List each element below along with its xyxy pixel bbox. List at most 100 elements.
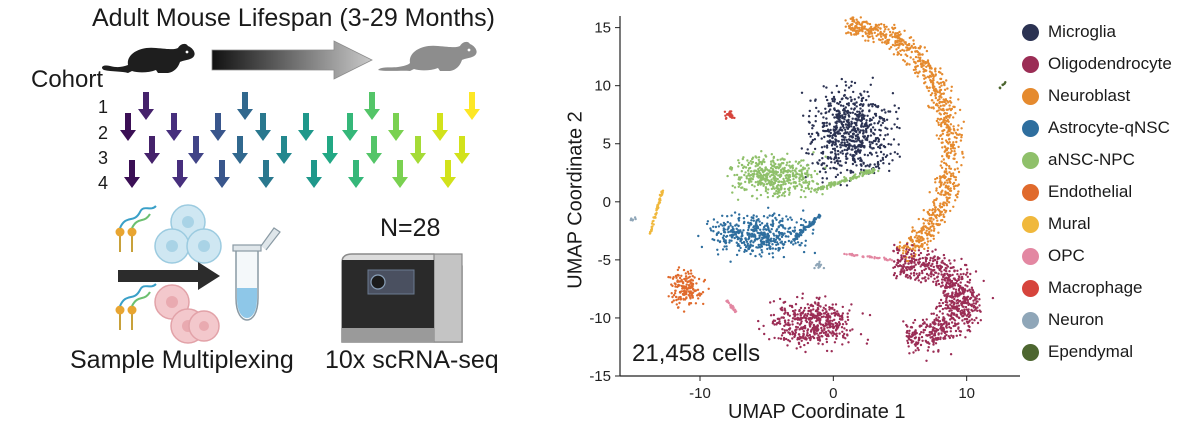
cell-point: [853, 160, 857, 164]
cell-point: [926, 240, 930, 243]
cell-point: [953, 269, 956, 272]
cell-point: [758, 182, 762, 185]
cell-point: [823, 145, 826, 148]
cell-point: [892, 138, 896, 141]
cell-point: [734, 224, 737, 227]
cell-point: [925, 49, 929, 53]
cell-point: [953, 150, 956, 153]
cell-point: [688, 302, 691, 305]
cell-point: [840, 98, 843, 101]
cell-point: [782, 183, 785, 186]
cell-point: [728, 239, 731, 242]
cell-point: [933, 227, 936, 230]
cell-point: [906, 54, 909, 58]
cell-point: [851, 171, 855, 174]
cell-point: [812, 151, 815, 154]
cell-point: [911, 244, 914, 247]
cell-point: [801, 224, 805, 227]
cell-point: [859, 119, 863, 123]
cell-point: [740, 232, 744, 235]
cell-point: [899, 40, 903, 43]
cell-point: [922, 209, 925, 212]
cell-point: [846, 315, 849, 319]
cell-point: [848, 115, 851, 118]
cell-point: [927, 253, 930, 256]
cohort-sample-arrow: [276, 136, 292, 164]
cell-point: [969, 272, 972, 276]
cell-point: [778, 317, 781, 321]
cell-point: [869, 134, 873, 137]
cell-point: [886, 127, 889, 130]
cell-point: [807, 167, 810, 170]
cell-point: [949, 108, 953, 112]
cell-point: [975, 294, 979, 298]
cell-point: [830, 181, 833, 184]
cell-point: [789, 182, 793, 185]
cell-point: [892, 250, 895, 253]
cell-point: [756, 246, 760, 249]
cell-point: [942, 118, 945, 122]
cell-point: [784, 182, 787, 185]
cell-point: [860, 159, 863, 163]
cell-point: [803, 167, 807, 170]
cell-point: [783, 312, 786, 315]
cell-point: [825, 323, 828, 326]
cell-point: [901, 252, 905, 255]
cell-point: [783, 329, 786, 332]
cell-point: [938, 267, 941, 271]
cell-point: [940, 261, 943, 264]
cell-point: [747, 237, 751, 240]
cell-point: [922, 217, 925, 221]
cell-point: [914, 66, 917, 69]
cell-point: [759, 193, 763, 197]
cell-point: [926, 349, 930, 352]
cell-point: [793, 335, 796, 339]
cell-point: [857, 21, 861, 24]
cell-point: [912, 254, 916, 258]
cell-point: [753, 233, 756, 236]
cohort-sample-arrow: [366, 136, 382, 164]
cell-point: [892, 273, 896, 277]
cell-point: [945, 112, 949, 115]
cell-point: [920, 232, 923, 235]
cell-point: [941, 319, 945, 322]
cell-point: [820, 329, 824, 332]
cell-point: [868, 151, 872, 155]
cell-point: [937, 349, 940, 352]
cell-point: [790, 165, 793, 168]
cell-point: [868, 27, 871, 30]
cluster-ansc-npc: [726, 150, 827, 201]
cohort-sample-arrow: [237, 92, 253, 120]
cell-point: [653, 216, 656, 219]
cell-point: [813, 266, 816, 270]
cell-point: [849, 329, 852, 332]
cell-point: [936, 213, 939, 217]
cell-point: [863, 153, 866, 156]
cell-point: [721, 248, 725, 251]
cell-point: [759, 176, 762, 179]
experiment-schematic: Adult Mouse Lifespan (3-29 Months) Cohor…: [0, 0, 540, 431]
cell-point: [968, 319, 971, 322]
cell-point: [949, 151, 952, 155]
cell-point: [945, 102, 948, 105]
cell-point: [787, 339, 790, 342]
cell-point: [932, 265, 935, 269]
cell-point: [888, 258, 892, 261]
cell-point: [841, 318, 844, 321]
cell-point: [831, 334, 834, 337]
cell-point: [782, 336, 786, 340]
cohort-sample-arrow: [306, 160, 322, 188]
cell-point: [897, 143, 900, 146]
cell-point: [906, 62, 909, 65]
cluster-microglia: [800, 76, 901, 187]
cell-point: [781, 233, 785, 237]
cell-point: [962, 120, 965, 124]
cell-point: [924, 69, 927, 72]
cell-point: [843, 138, 846, 142]
cell-point: [885, 42, 888, 46]
cell-point: [745, 177, 748, 180]
cell-point: [943, 116, 946, 120]
cell-point: [942, 158, 945, 161]
cell-point: [873, 103, 877, 107]
